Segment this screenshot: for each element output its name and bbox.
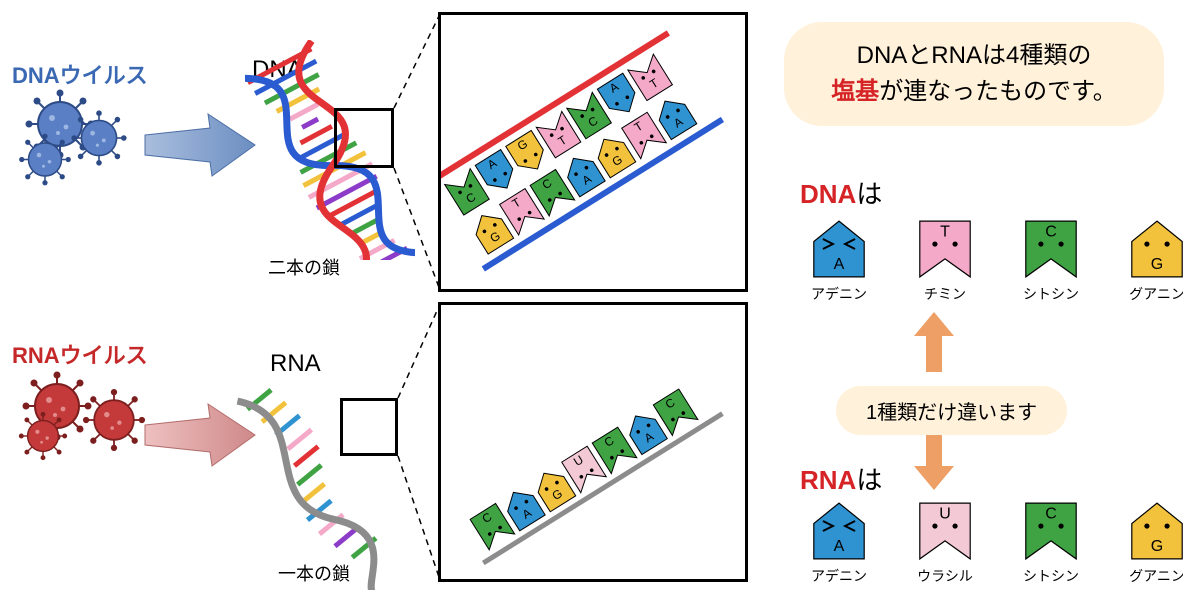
double-arrow-down — [910, 428, 958, 497]
banner: DNAとRNAは4種類の 塩基が連なったものです。 — [784, 22, 1164, 126]
dna-zoom-box — [334, 108, 394, 168]
dna-section-title: DNAは — [800, 174, 882, 211]
base-name-A: アデニン — [811, 566, 867, 586]
base-name-T: チミン — [924, 284, 966, 304]
banner-em: 塩基 — [831, 78, 879, 105]
rna-detail-box: C A G U C A C — [438, 302, 748, 582]
base-U: U ウラシル — [906, 500, 984, 586]
base-name-C: シトシン — [1023, 284, 1079, 304]
rna-section-title: RNAは — [800, 460, 882, 497]
base-name-A: アデニン — [811, 284, 867, 304]
banner-line2-rest: が連なったものです。 — [879, 78, 1117, 105]
svg-text:G: G — [1151, 256, 1163, 273]
arrow-dna — [140, 110, 260, 185]
svg-text:A: A — [834, 256, 845, 273]
svg-text:G: G — [1151, 538, 1163, 555]
diff-pill: 1種類だけ違います — [836, 386, 1067, 435]
dna-section-strong: DNA — [800, 179, 856, 209]
base-name-G: グアニン — [1129, 566, 1183, 586]
svg-text:T: T — [940, 224, 950, 241]
base-A: A アデニン — [800, 500, 878, 586]
base-T: T チミン — [906, 218, 984, 304]
rna-section-strong: RNA — [800, 465, 856, 495]
base-name-U: ウラシル — [917, 566, 973, 586]
base-name-C: シトシン — [1023, 566, 1079, 586]
rna-base-row: A アデニン U ウラシル C シトシン G グアニン — [800, 500, 1183, 586]
rna-zoom-box — [340, 398, 398, 456]
dna-detail-box: C G A T G C T A C G A — [438, 12, 748, 292]
svg-text:C: C — [1045, 506, 1057, 523]
dna-section-rest: は — [856, 179, 882, 209]
dna-base-row: A アデニン T チミン C シトシン G グアニン — [800, 218, 1183, 304]
base-C: C シトシン — [1012, 500, 1090, 586]
base-G: G グアニン — [1118, 500, 1183, 586]
base-G: G グアニン — [1118, 218, 1183, 304]
svg-text:U: U — [939, 506, 951, 523]
svg-text:A: A — [834, 538, 845, 555]
base-C: C シトシン — [1012, 218, 1090, 304]
dna-caption: 二本の鎖 — [268, 254, 340, 280]
svg-text:C: C — [1045, 224, 1057, 241]
base-A: A アデニン — [800, 218, 878, 304]
rna-section-rest: は — [856, 465, 882, 495]
double-arrow-up — [910, 310, 958, 379]
base-name-G: グアニン — [1129, 284, 1183, 304]
rna-caption: 一本の鎖 — [278, 560, 350, 586]
banner-line1: DNAとRNAは4種類の — [857, 42, 1092, 69]
